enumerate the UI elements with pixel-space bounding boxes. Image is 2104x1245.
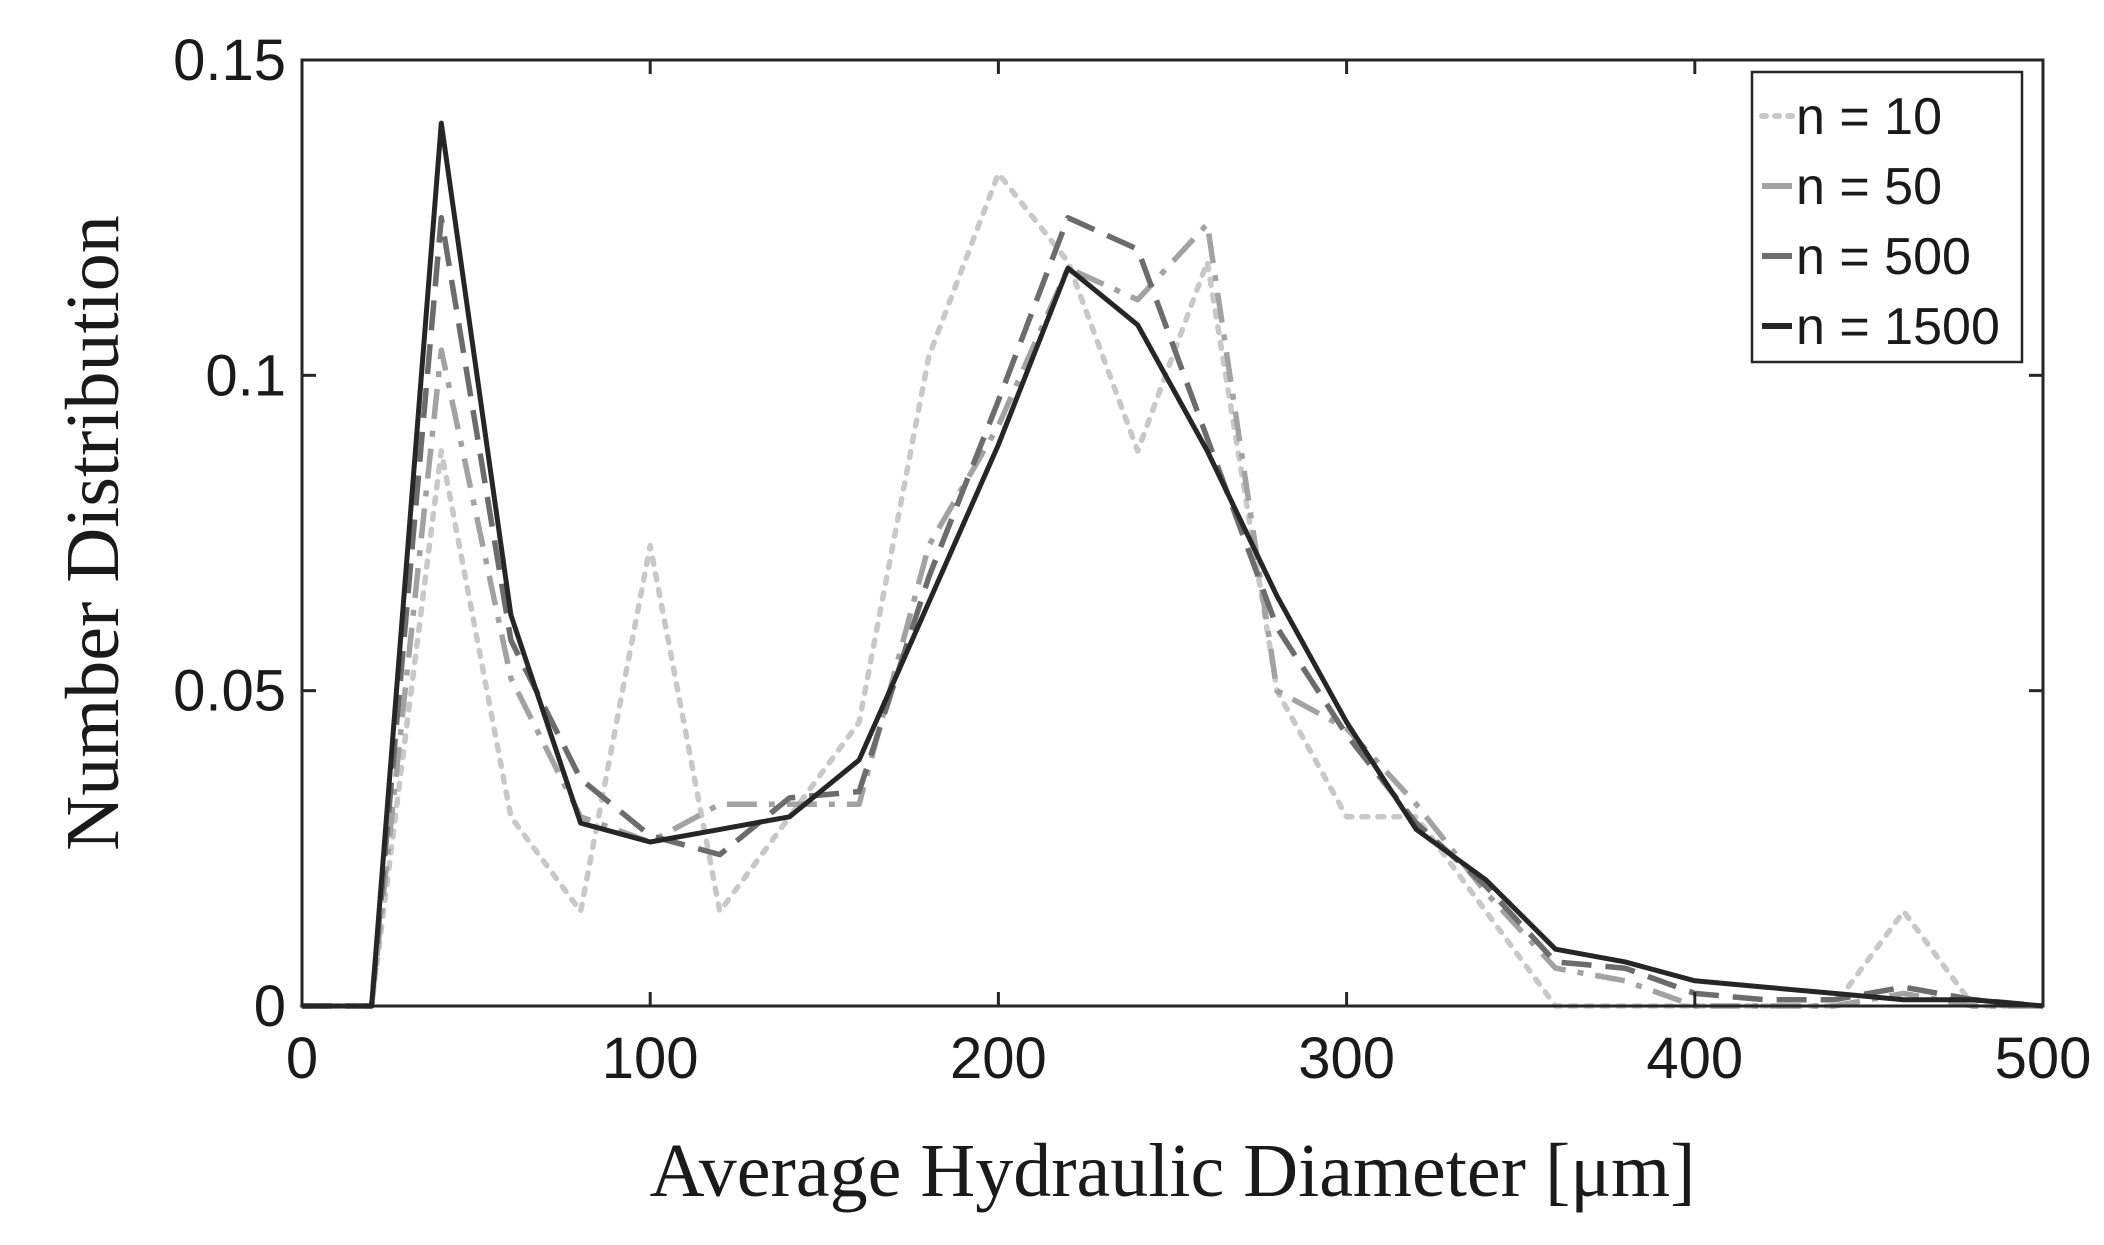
y-tick-label: 0.15 [173,28,286,93]
legend-box [1750,70,2024,364]
x-axis: 0 100 200 300 400 500 [286,60,2092,1091]
x-tick-label: 400 [1646,1026,1743,1091]
legend-label-3: n = 500 [1796,228,1971,286]
x-axis-title: Average Hydraulic Diameter [μm] [650,1129,1696,1213]
plot-frame [300,58,2045,1008]
legend-label-1: n = 10 [1796,88,1942,146]
x-tick-label: 500 [1995,1026,2092,1091]
series-line-3 [302,214,2044,1009]
series-line-4 [302,120,2044,1009]
y-tick-label: 0.1 [205,343,286,408]
legend-label-4: n = 1500 [1796,298,2000,356]
y-axis: 0 0.05 0.1 0.15 [173,28,2043,1039]
legend-label-2: n = 50 [1796,158,1942,216]
y-tick-label: 0.05 [173,659,286,724]
x-tick-label: 100 [602,1026,699,1091]
y-axis-title: Number Distribution [51,215,135,850]
x-tick-label: 0 [286,1026,318,1091]
x-tick-label: 200 [950,1026,1047,1091]
x-tick-label: 300 [1298,1026,1395,1091]
y-tick-label: 0 [254,974,286,1039]
legend: n = 10 n = 50 n = 500 n = 1500 [1750,70,2024,364]
